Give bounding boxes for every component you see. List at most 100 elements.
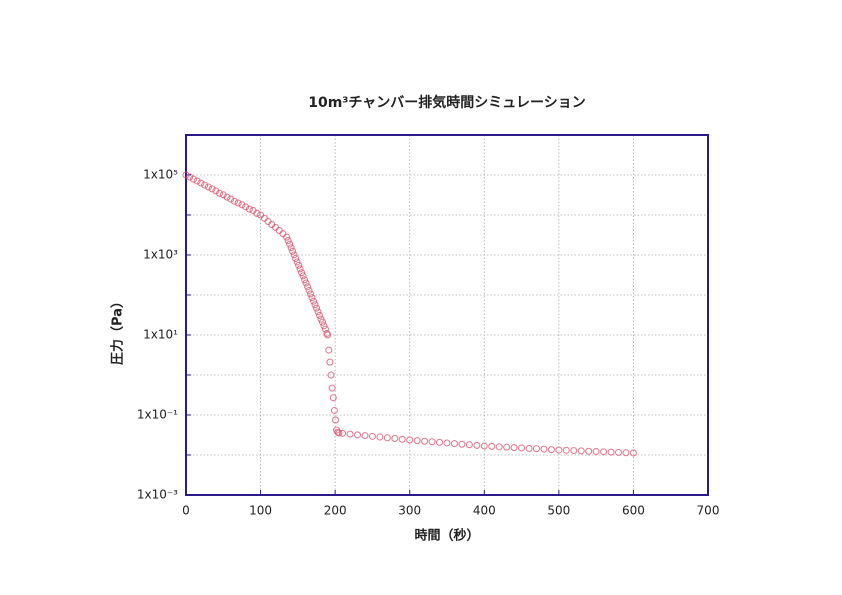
data-point <box>227 195 235 203</box>
data-point <box>299 272 307 280</box>
data-point <box>532 445 540 453</box>
y-tick-label: 1x10⁻³ <box>137 488 178 502</box>
data-point <box>298 269 306 277</box>
x-tick-label: 700 <box>697 504 720 518</box>
data-point <box>293 258 301 266</box>
data-point <box>525 444 533 452</box>
data-point <box>204 183 212 191</box>
data-point <box>234 199 242 207</box>
data-point <box>287 244 295 252</box>
data-point <box>286 240 294 248</box>
data-point <box>346 430 354 438</box>
data-point <box>332 416 340 424</box>
data-point <box>428 438 436 446</box>
data-point <box>391 435 399 443</box>
data-point <box>223 193 231 201</box>
data-point <box>307 290 315 298</box>
data-point <box>518 444 526 452</box>
data-point <box>295 261 303 269</box>
data-point <box>570 447 578 455</box>
data-point <box>334 428 342 436</box>
data-point <box>607 448 615 456</box>
data-point <box>421 437 429 445</box>
data-point <box>398 435 406 443</box>
data-point <box>615 448 623 456</box>
data-point <box>279 230 287 238</box>
data-point <box>443 439 451 447</box>
data-point <box>283 233 291 241</box>
x-tick-label: 0 <box>182 504 190 518</box>
y-tick-label: 1x10⁵ <box>143 168 178 182</box>
data-point <box>201 181 209 189</box>
data-point <box>318 318 326 326</box>
data-point <box>230 197 238 205</box>
data-point <box>406 436 414 444</box>
data-point <box>376 433 384 441</box>
data-point <box>361 432 369 440</box>
data-point <box>314 308 322 316</box>
data-point <box>182 171 190 179</box>
data-point <box>326 358 334 366</box>
data-point <box>311 301 319 309</box>
data-point <box>510 444 518 452</box>
y-tick-label: 1x10¹ <box>143 328 178 342</box>
data-point <box>302 279 310 287</box>
data-point <box>315 311 323 319</box>
data-point <box>473 441 481 449</box>
data-point <box>238 201 246 209</box>
data-point <box>547 446 555 454</box>
data-point <box>325 346 333 354</box>
data-point <box>321 325 329 333</box>
data-point <box>465 441 473 449</box>
data-point <box>413 437 421 445</box>
data-point <box>629 449 637 457</box>
data-point <box>305 286 313 294</box>
data-point <box>301 276 309 284</box>
data-point <box>622 449 630 457</box>
data-point <box>330 406 338 414</box>
data-point <box>368 432 376 440</box>
data-point <box>327 371 335 379</box>
data-point <box>450 440 458 448</box>
data-point <box>186 173 194 181</box>
data-point <box>193 177 201 185</box>
x-tick-label: 200 <box>324 504 347 518</box>
data-point <box>253 209 261 217</box>
plot-frame <box>185 134 709 496</box>
data-point <box>585 447 593 455</box>
data-point <box>260 214 268 222</box>
data-point <box>480 442 488 450</box>
data-point <box>335 429 343 437</box>
data-point <box>284 237 292 245</box>
data-point <box>339 429 347 437</box>
data-point <box>600 448 608 456</box>
data-point <box>488 442 496 450</box>
x-tick-label: 600 <box>622 504 645 518</box>
data-point <box>219 191 227 199</box>
data-point <box>308 294 316 302</box>
data-point <box>328 384 336 392</box>
data-point <box>290 251 298 259</box>
data-point <box>212 187 220 195</box>
data-point <box>310 297 318 305</box>
data-point <box>304 283 312 291</box>
data-point <box>292 254 300 262</box>
data-point <box>189 175 197 183</box>
x-tick-label: 300 <box>398 504 421 518</box>
data-point <box>329 394 337 402</box>
chart-title: 10m³チャンバー排気時間シミュレーション <box>308 94 586 111</box>
x-tick-label: 400 <box>473 504 496 518</box>
y-tick-label: 1x10⁻¹ <box>137 408 178 422</box>
data-point <box>320 322 328 330</box>
data-point <box>324 331 332 339</box>
data-point <box>354 431 362 439</box>
data-point <box>216 189 224 197</box>
data-point <box>289 247 297 255</box>
data-point <box>577 447 585 455</box>
data-point <box>555 446 563 454</box>
data-point <box>436 438 444 446</box>
data-point <box>540 445 548 453</box>
data-point <box>383 434 391 442</box>
y-tick-label: 1x10³ <box>143 248 178 262</box>
